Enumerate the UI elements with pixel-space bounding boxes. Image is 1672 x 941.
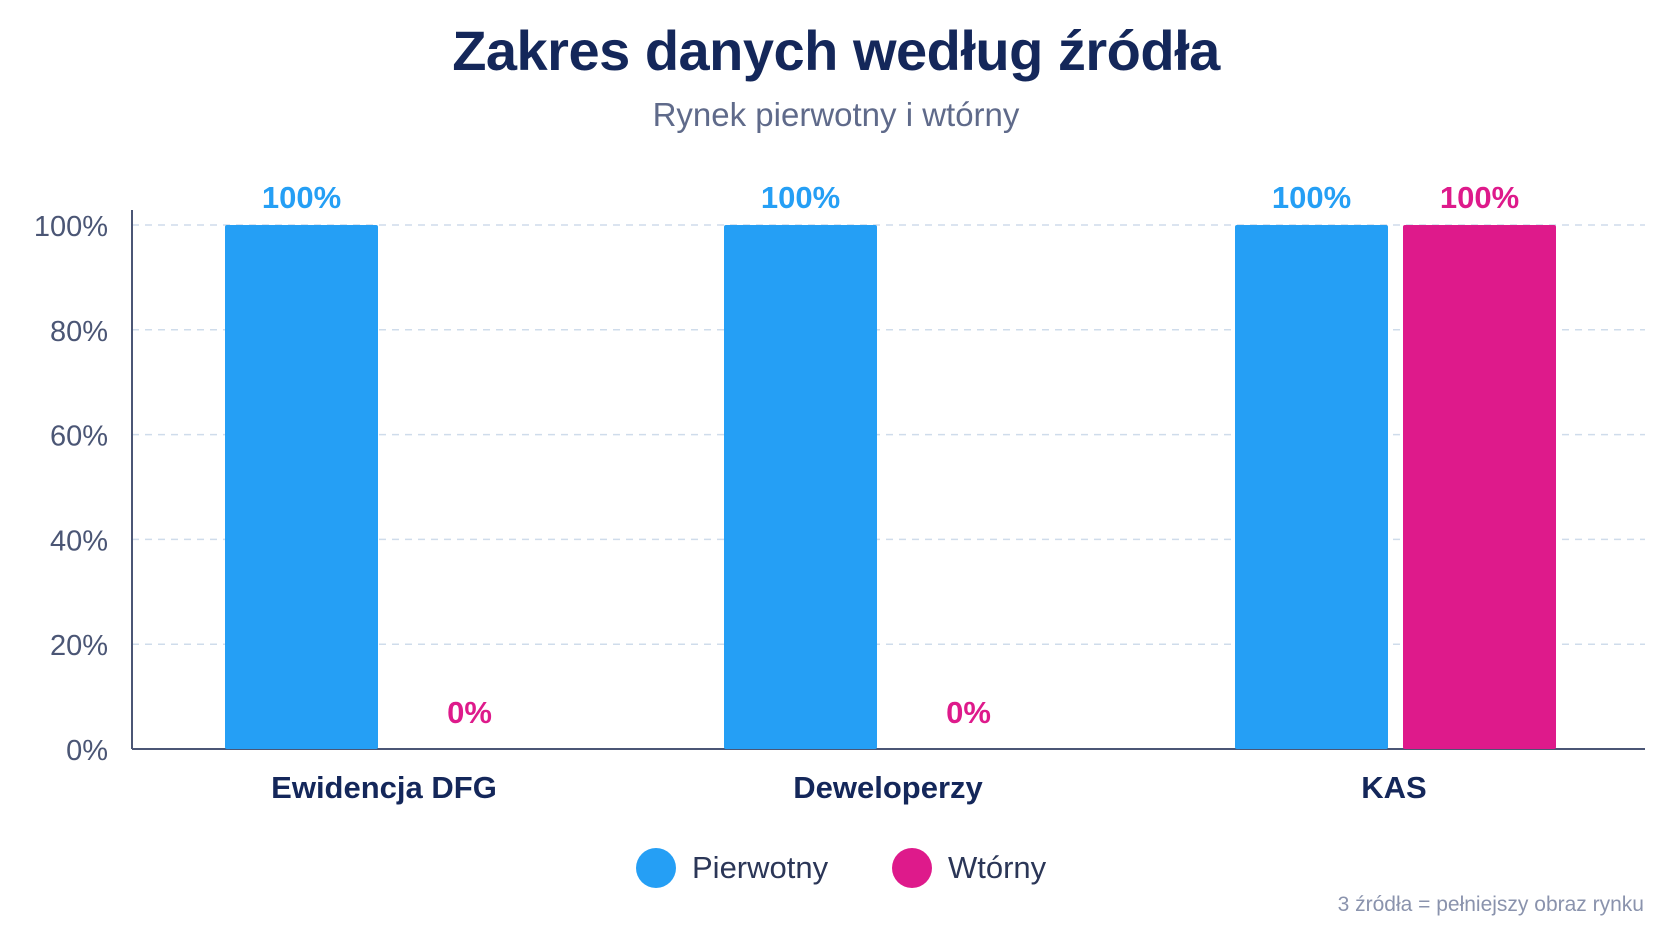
data-label: 100% [262, 180, 341, 215]
category-label: Deweloperzy [793, 770, 983, 805]
data-label: 0% [447, 695, 492, 730]
bar-pierwotny-0 [225, 225, 378, 749]
chart-title: Zakres danych według źródła [452, 19, 1220, 82]
y-tick-label: 60% [50, 421, 108, 453]
y-tick-label: 100% [34, 211, 108, 243]
chart-subtitle: Rynek pierwotny i wtórny [652, 96, 1020, 133]
data-label: 100% [1272, 180, 1351, 215]
y-tick-label: 20% [50, 630, 108, 662]
legend-label-pierwotny: Pierwotny [692, 850, 829, 885]
legend-swatch-wtorny [892, 848, 932, 888]
category-label: Ewidencja DFG [271, 770, 497, 805]
y-tick-label: 0% [66, 735, 108, 767]
bar-pierwotny-2 [1235, 225, 1388, 749]
legend-item-wtorny: Wtórny [892, 846, 1046, 890]
category-label: KAS [1361, 770, 1426, 805]
legend-label-wtorny: Wtórny [948, 850, 1047, 885]
data-label: 100% [761, 180, 840, 215]
legend-swatch-pierwotny [636, 848, 676, 888]
legend: Pierwotny Wtórny [0, 846, 1672, 890]
bar-pierwotny-1 [724, 225, 877, 749]
footnote: 3 źródła = pełniejszy obraz rynku [1337, 893, 1644, 916]
data-label: 100% [1440, 180, 1519, 215]
legend-item-pierwotny: Pierwotny [636, 846, 828, 890]
data-label: 0% [946, 695, 991, 730]
y-tick-label: 80% [50, 316, 108, 348]
bar-wtórny-2 [1403, 225, 1556, 749]
y-tick-label: 40% [50, 525, 108, 557]
